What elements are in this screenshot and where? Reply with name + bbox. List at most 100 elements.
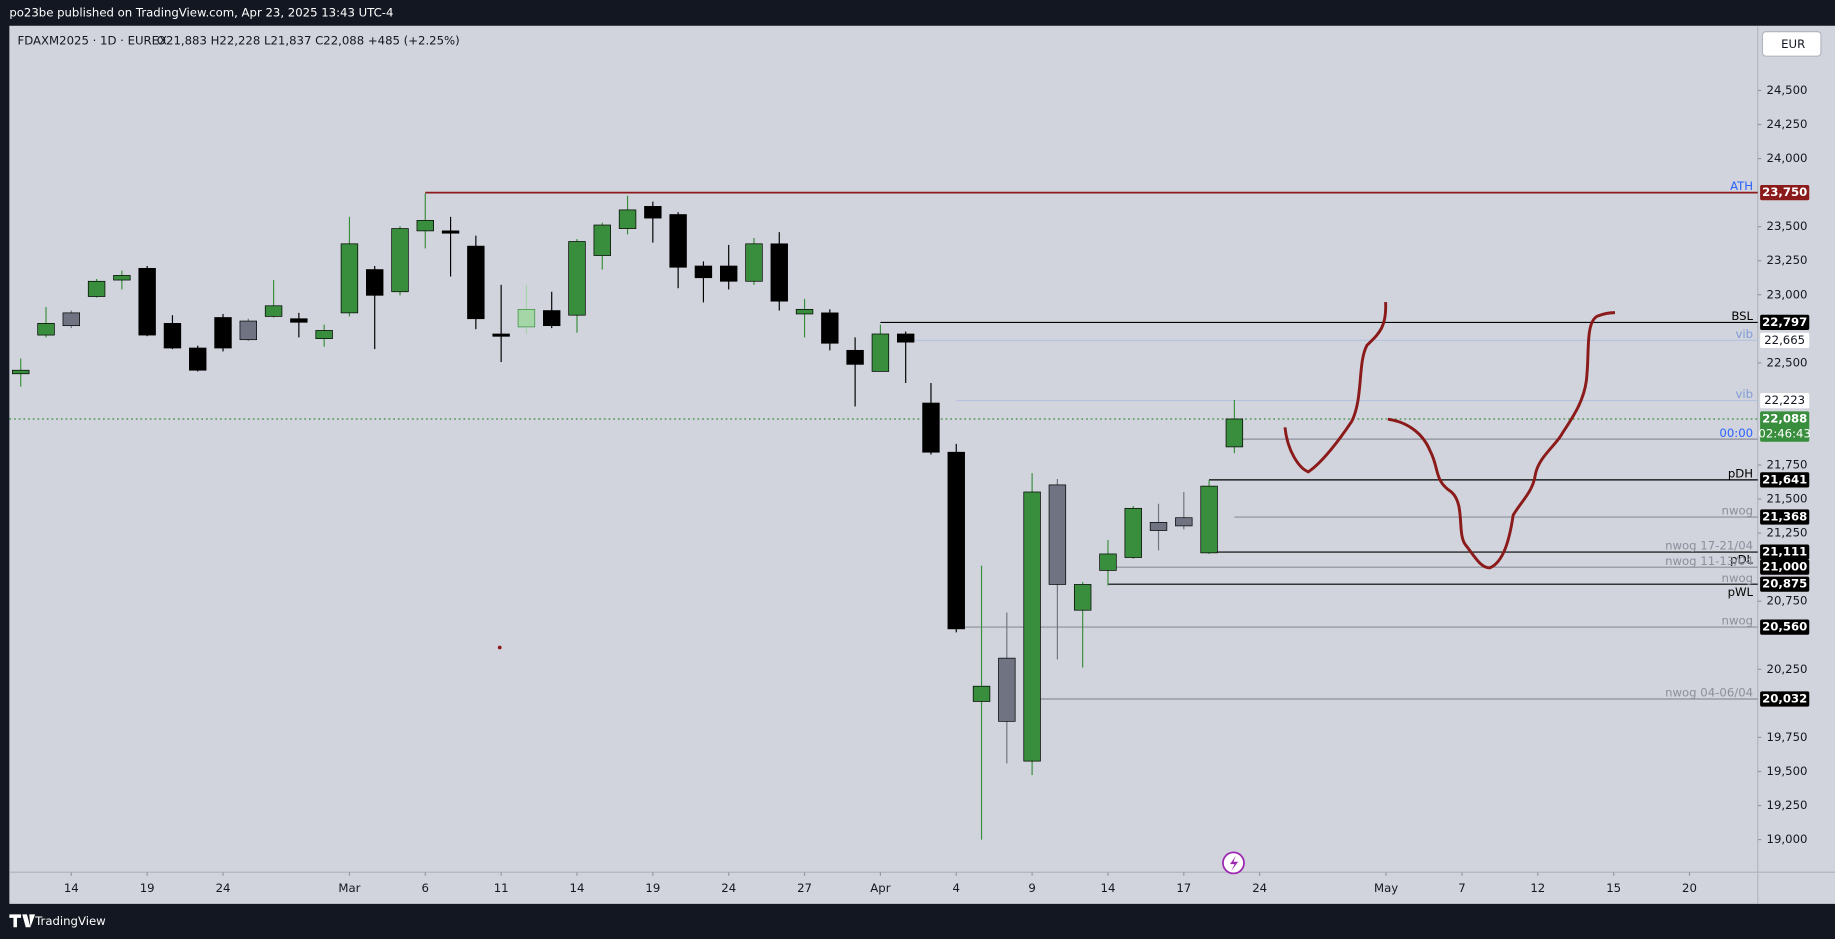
y-tick-label: 20,750: [1767, 594, 1808, 608]
y-tick-label: 24,250: [1767, 117, 1808, 131]
price-badge-label: 20,032: [1762, 692, 1807, 706]
candle-body: [593, 224, 611, 256]
price-badge: [1760, 472, 1810, 488]
y-tick-label: 19,000: [1767, 832, 1808, 846]
currency-button[interactable]: [1761, 31, 1822, 57]
price-badge-label: 22,665: [1764, 333, 1805, 347]
level-label: nwog 17-21/04: [1665, 539, 1753, 553]
level-label: nwog: [1722, 614, 1754, 628]
candle-body: [1175, 517, 1193, 527]
x-tick-label: 9: [1028, 881, 1035, 895]
level-label: pDH: [1728, 467, 1753, 481]
price-badge-label: 22,797: [1762, 315, 1807, 329]
candle-body: [12, 369, 30, 375]
candle-body: [467, 245, 485, 320]
y-tick-label: 21,250: [1767, 526, 1808, 540]
x-tick-label: Mar: [338, 881, 360, 895]
candle-body: [441, 230, 460, 234]
currency[interactable]: EUR: [1781, 37, 1805, 51]
level-label: ATH: [1730, 179, 1753, 193]
x-tick-label: 20: [1682, 881, 1697, 895]
y-tick-label: 19,250: [1767, 798, 1808, 812]
x-tick-label: 14: [64, 881, 79, 895]
price-badge: [1760, 691, 1810, 707]
y-tick-label: 19,500: [1767, 764, 1808, 778]
candle-body: [1225, 418, 1244, 448]
price-badge-label: 22,223: [1764, 393, 1805, 407]
candle-body: [290, 318, 308, 323]
candle-body: [1048, 484, 1067, 585]
candle-body: [37, 323, 55, 336]
candle-body: [998, 657, 1016, 722]
x-tick-label: 6: [422, 881, 429, 895]
price-badge: [1760, 332, 1810, 348]
candle-body: [694, 265, 713, 279]
candle-body: [1200, 485, 1218, 554]
candle-body: [972, 685, 991, 702]
candle-body: [568, 241, 586, 316]
price-badge: [1760, 619, 1810, 635]
level-label: nwog: [1722, 504, 1754, 518]
candle-body: [340, 243, 359, 314]
candle-body: [770, 243, 788, 302]
y-tick-label: 24,500: [1767, 83, 1808, 97]
price-badge-label: 21,641: [1762, 472, 1807, 486]
level-label: pDL: [1730, 553, 1753, 567]
level-label: vib: [1735, 327, 1753, 341]
candle-body: [644, 206, 662, 219]
publisher: po23be published on TradingView.com, Apr…: [9, 5, 393, 19]
plot-area: 24,500 24,250 24,000 23,500 23,250 23,000 22,5…: [9, 83, 1811, 895]
legend-ohlc: O21,883 H22,228 L21,837 C22,088 +485 (+2…: [157, 33, 460, 47]
x-tick-label: 4: [953, 881, 960, 895]
x-tick-label: 12: [1530, 881, 1545, 895]
chart-background: [9, 25, 1835, 904]
price-badge-label: 21,368: [1762, 510, 1807, 524]
price-badge: [1760, 411, 1810, 442]
candle-body: [113, 275, 131, 281]
price-badge: [1760, 509, 1810, 525]
candle-body: [821, 312, 839, 344]
y-tick-label: 20,250: [1767, 662, 1808, 676]
level-label: nwog 11-13/04: [1665, 554, 1753, 568]
x-tick-label: 24: [216, 881, 231, 895]
price-badge: [1760, 544, 1810, 560]
events-icon-bolt: [1229, 855, 1239, 872]
price-badge-label: 20,560: [1762, 620, 1807, 634]
candle-body: [62, 312, 81, 327]
level-label: BSL: [1731, 309, 1753, 323]
candle-body: [795, 308, 814, 315]
price-badge: [1760, 392, 1810, 409]
candle-body: [138, 267, 156, 336]
y-tick-label: 21,500: [1767, 492, 1808, 506]
level-label: pWL: [1728, 585, 1754, 599]
countdown: 02:46:43: [1758, 427, 1810, 441]
levels: ATH 23,750 BSL 22,797 vib 22,665 vib 22,223 00:0…: [9, 179, 1811, 707]
legend-symbol: FDAXM2025 · 1D · EUREX: [18, 33, 167, 47]
x-tick-label: 24: [1252, 881, 1267, 895]
candle-body: [1099, 553, 1117, 571]
candle-body: [315, 330, 333, 339]
tv-logo: [9, 914, 36, 928]
drawing: [1387, 311, 1616, 570]
candle-body: [517, 308, 536, 328]
candle-body: [214, 317, 232, 349]
candle-body: [163, 323, 182, 349]
price-badge-label: 20,875: [1762, 577, 1807, 591]
level-label: vib: [1735, 387, 1753, 401]
level-label: 00:00: [1719, 426, 1753, 440]
candle-body: [366, 269, 384, 296]
price-badge-label: 21,111: [1762, 545, 1807, 559]
candle-body: [846, 349, 864, 365]
candle-body: [239, 320, 257, 341]
level-label: nwog: [1722, 571, 1754, 585]
x-tick-label: May: [1374, 881, 1398, 895]
y-tick-label: 24,000: [1767, 151, 1808, 165]
price-badge: [1760, 184, 1810, 201]
x-tick-label: 19: [645, 881, 660, 895]
candle-body: [1149, 522, 1168, 531]
x-tick-label: 14: [570, 881, 585, 895]
price-badge: [1760, 314, 1810, 331]
candle-body: [1124, 507, 1142, 558]
y-tick-label: 23,250: [1767, 253, 1808, 267]
candle-body: [720, 265, 738, 282]
